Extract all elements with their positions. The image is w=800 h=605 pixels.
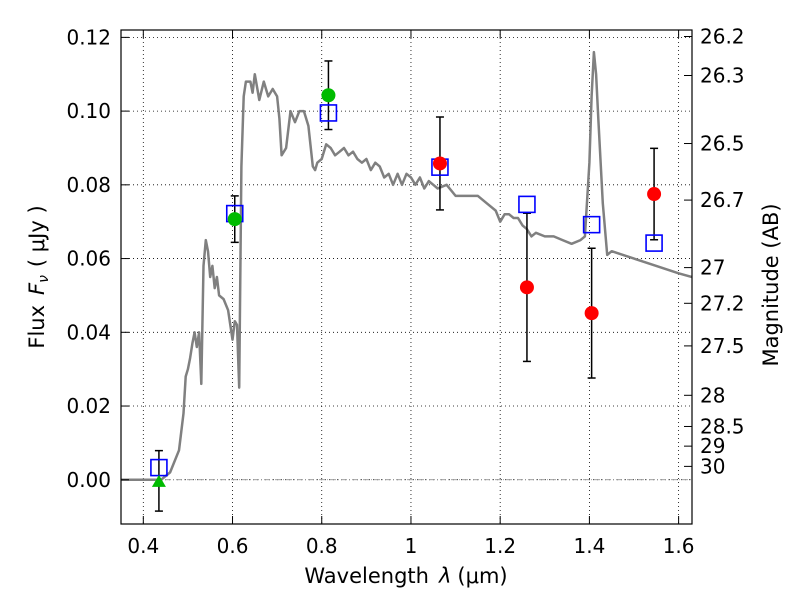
mag-tick-label: 28 [700,383,725,407]
x-tick-label: 0.6 [217,534,249,558]
y-tick-label: 0.00 [66,468,111,492]
x-tick-label: 1.6 [663,534,695,558]
plot-frame [120,29,693,525]
model-point [582,215,601,234]
x-tick-label: 0.8 [306,534,338,558]
mag-tick-label: 28.5 [700,414,745,438]
x-tick-label: 1.4 [573,534,605,558]
model-point [518,195,536,214]
green-data-point [227,212,242,227]
x-axis-title: Wavelength λ (μm) [304,564,507,588]
x-tick-label: 0.4 [127,534,159,558]
x-axis-symbol: λ [438,564,451,588]
mag-tick-label: 27.2 [700,291,745,315]
x-axis-unit: (μm) [457,564,507,588]
y-tick-label: 0.04 [66,320,111,344]
sed-line [121,50,692,482]
axis-ticks: 0.4 0.6 0.8 1 1.2 1.4 1.6 0.00 0.02 0.04 0.06 0.08 0… [66,25,744,558]
red-data-point [432,156,447,171]
y-tick-label: 0.12 [66,25,111,49]
y-tick-label: 0.10 [66,99,111,123]
mag-tick-label: 27 [700,256,725,280]
model-point [319,104,338,122]
plot-area [121,50,692,512]
y-axis-title-text: Flux [25,305,49,349]
mag-tick-label: 26.2 [700,25,745,49]
green-data-point [321,88,336,103]
y-axis-title: Flux Fν ( μJy ) [25,205,52,348]
mag-tick-label: 26.3 [700,64,745,88]
y-tick-label: 0.08 [66,173,111,197]
red-data-point [519,280,534,295]
mag-tick-label: 26.7 [700,188,745,212]
x-tick-label: 1 [405,534,418,558]
model-point [645,234,663,252]
y-axis-symbol-sub: ν [36,275,52,283]
mag-tick-label: 29 [700,434,725,458]
red-data-point [584,306,599,321]
y-axis-symbol: F [25,282,49,295]
x-tick-label: 1.2 [484,534,516,558]
red-data-point [647,187,662,202]
y2-axis-title: Magnitude (AB) [759,203,783,366]
mag-tick-label: 27.5 [700,334,745,358]
mag-tick-label: 30 [700,454,725,478]
mag-tick-label: 26.5 [700,132,745,156]
x-axis-title-text: Wavelength [304,564,429,588]
y-axis-unit: ( μJy ) [25,205,49,267]
y-tick-label: 0.06 [66,247,111,271]
y-tick-label: 0.02 [66,394,111,418]
green-limit-marker [151,474,166,487]
